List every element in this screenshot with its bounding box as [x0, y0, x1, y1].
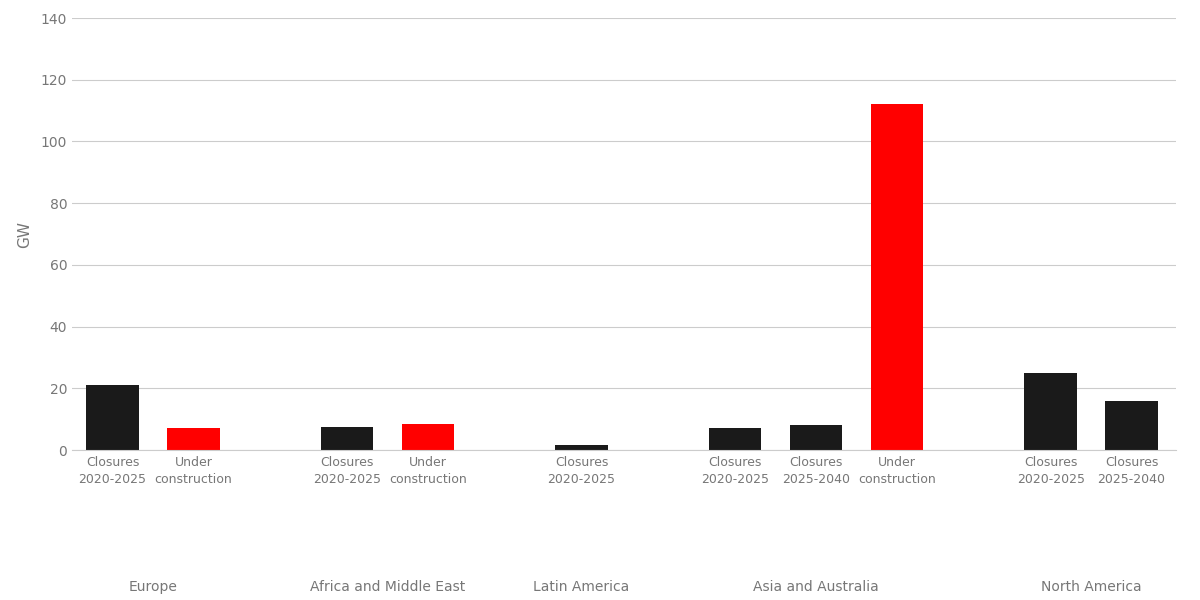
Bar: [556, 445, 608, 450]
Bar: [709, 428, 762, 450]
Text: Latin America: Latin America: [534, 580, 630, 593]
Y-axis label: GW: GW: [18, 220, 32, 247]
Bar: [1105, 401, 1158, 450]
Bar: [790, 425, 842, 450]
Text: Africa and Middle East: Africa and Middle East: [310, 580, 466, 593]
Bar: [86, 385, 139, 450]
Bar: [1025, 373, 1076, 450]
Text: North America: North America: [1040, 580, 1141, 593]
Bar: [402, 424, 454, 450]
Bar: [167, 428, 220, 450]
Bar: [320, 427, 373, 450]
Text: Europe: Europe: [128, 580, 178, 593]
Bar: [871, 104, 923, 450]
Text: Asia and Australia: Asia and Australia: [754, 580, 878, 593]
